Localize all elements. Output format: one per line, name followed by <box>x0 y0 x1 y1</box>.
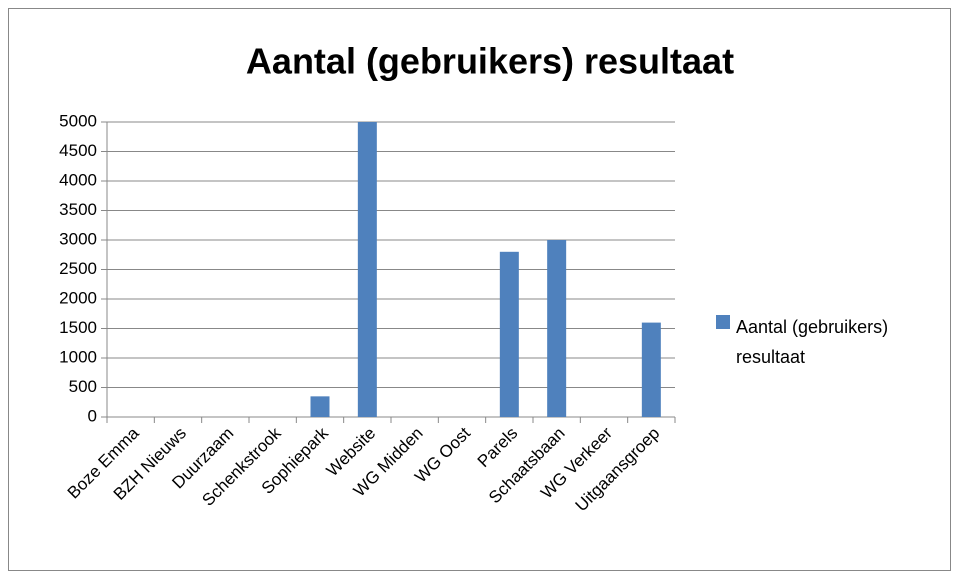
y-tick-label: 500 <box>69 377 97 396</box>
y-tick-label: 3500 <box>59 200 97 219</box>
y-tick-label: 1500 <box>59 318 97 337</box>
bar <box>357 122 377 417</box>
y-tick-label: 0 <box>88 406 97 425</box>
bar <box>641 322 661 417</box>
y-tick-label: 4000 <box>59 170 97 189</box>
legend-label: Aantal (gebruikers) resultaat <box>736 317 889 367</box>
bar <box>310 396 330 417</box>
bar <box>547 240 567 417</box>
y-tick-label: 2000 <box>59 288 97 307</box>
y-tick-label: 2500 <box>59 259 97 278</box>
bar <box>499 251 519 417</box>
legend-swatch <box>716 315 730 329</box>
y-tick-label: 3000 <box>59 229 97 248</box>
y-tick-label: 4500 <box>59 141 97 160</box>
y-tick-label: 5000 <box>59 111 97 130</box>
chart-title: Aantal (gebruikers) resultaat <box>246 41 734 82</box>
chart-border <box>8 8 951 571</box>
y-tick-label: 1000 <box>59 347 97 366</box>
